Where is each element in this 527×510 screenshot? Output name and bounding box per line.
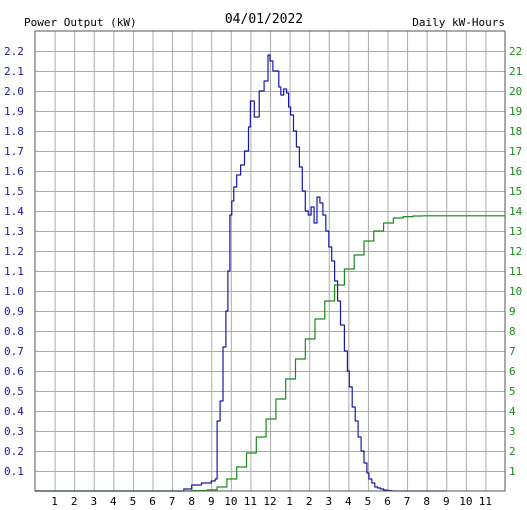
x-tick-label: 8 — [188, 495, 195, 508]
right-tick-label: 10 — [509, 285, 522, 298]
chart-title: 04/01/2022 — [225, 12, 303, 27]
daily-kwh-line — [35, 215, 505, 492]
right-tick-label: 5 — [509, 385, 516, 398]
right-tick-label: 12 — [509, 245, 522, 258]
x-tick-label: 4 — [110, 495, 117, 508]
x-tick-label: 6 — [384, 495, 391, 508]
left-tick-label: 2.2 — [4, 45, 24, 58]
x-tick-label: 6 — [149, 495, 156, 508]
left-tick-label: 1.1 — [4, 265, 24, 278]
x-tick-label: 3 — [90, 495, 97, 508]
grid — [35, 31, 505, 491]
x-tick-label: 7 — [404, 495, 411, 508]
left-tick-label: 0.2 — [4, 445, 24, 458]
left-tick-label: 1.4 — [4, 205, 24, 218]
right-tick-label: 9 — [509, 305, 516, 318]
left-tick-label: 0.9 — [4, 305, 24, 318]
x-tick-label: 11 — [244, 495, 257, 508]
left-tick-label: 0.8 — [4, 325, 24, 338]
left-tick-label: 1.3 — [4, 225, 24, 238]
right-tick-label: 4 — [509, 405, 516, 418]
left-tick-label: 1.5 — [4, 185, 24, 198]
left-tick-label: 0.1 — [4, 465, 24, 478]
x-tick-label: 2 — [306, 495, 313, 508]
right-tick-label: 11 — [509, 265, 522, 278]
left-tick-label: 0.4 — [4, 405, 24, 418]
right-tick-label: 22 — [509, 45, 522, 58]
x-tick-label: 1 — [51, 495, 58, 508]
right-tick-label: 18 — [509, 125, 522, 138]
x-tick-label: 7 — [169, 495, 176, 508]
right-tick-label: 15 — [509, 185, 522, 198]
x-tick-label: 11 — [479, 495, 492, 508]
left-tick-label: 0.6 — [4, 365, 24, 378]
left-tick-label: 0.5 — [4, 385, 24, 398]
left-axis-ticks: 0.1 0.2 0.3 0.4 0.5 0.6 0.7 0.8 0.9 1.0 1.1 1.2 1.3 1… — [4, 45, 24, 478]
right-tick-label: 2 — [509, 445, 516, 458]
right-tick-label: 20 — [509, 85, 522, 98]
left-axis-title: Power Output (kW) — [24, 16, 137, 29]
right-tick-label: 8 — [509, 325, 516, 338]
x-tick-label: 8 — [423, 495, 430, 508]
left-tick-label: 2.0 — [4, 85, 24, 98]
left-tick-label: 1.9 — [4, 105, 24, 118]
x-axis-ticks: 1 2 3 4 5 6 7 8 9 10 11 12 1 2 3 4 5 6 7 8 9 10 11 — [51, 495, 492, 508]
left-tick-label: 1.0 — [4, 285, 24, 298]
x-tick-label: 1 — [286, 495, 293, 508]
x-tick-label: 9 — [208, 495, 215, 508]
right-tick-label: 13 — [509, 225, 522, 238]
left-tick-label: 2.1 — [4, 65, 24, 78]
x-tick-label: 9 — [443, 495, 450, 508]
left-tick-label: 0.7 — [4, 345, 24, 358]
right-tick-label: 3 — [509, 425, 516, 438]
right-tick-label: 1 — [509, 465, 516, 478]
x-tick-label: 3 — [325, 495, 332, 508]
right-axis-title: Daily kW-Hours — [412, 16, 505, 29]
x-tick-label: 10 — [459, 495, 472, 508]
left-tick-label: 1.8 — [4, 125, 24, 138]
x-tick-label: 2 — [71, 495, 78, 508]
left-tick-label: 0.3 — [4, 425, 24, 438]
x-tick-label: 5 — [365, 495, 372, 508]
left-tick-label: 1.2 — [4, 245, 24, 258]
x-tick-label: 5 — [130, 495, 137, 508]
right-tick-label: 7 — [509, 345, 516, 358]
right-tick-label: 17 — [509, 145, 522, 158]
power-output-line — [35, 54, 447, 492]
right-tick-label: 21 — [509, 65, 522, 78]
right-tick-label: 14 — [509, 205, 523, 218]
left-tick-label: 1.7 — [4, 145, 24, 158]
plot-frame — [34, 30, 506, 492]
x-tick-label: 10 — [224, 495, 237, 508]
x-tick-label: 12 — [263, 495, 276, 508]
right-tick-label: 6 — [509, 365, 516, 378]
series-lines — [35, 54, 505, 492]
x-tick-label: 4 — [345, 495, 352, 508]
right-tick-label: 16 — [509, 165, 522, 178]
right-tick-label: 19 — [509, 105, 522, 118]
left-tick-label: 1.6 — [4, 165, 24, 178]
